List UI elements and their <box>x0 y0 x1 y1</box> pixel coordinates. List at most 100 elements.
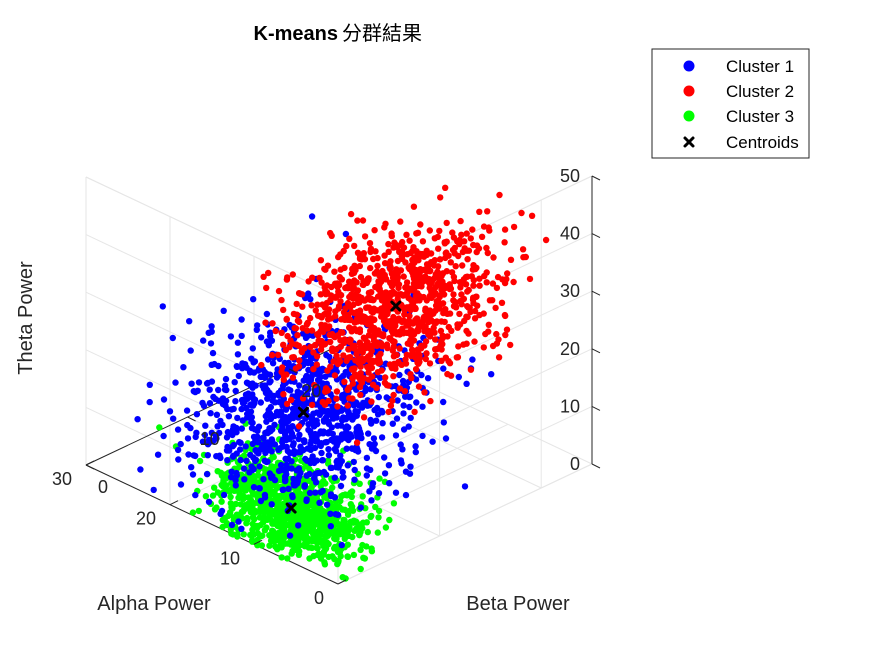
data-point <box>203 470 211 478</box>
data-point <box>439 300 447 307</box>
data-point <box>339 574 346 581</box>
data-point <box>338 457 345 465</box>
data-point <box>405 423 412 430</box>
grid-line-floor-x <box>169 384 425 506</box>
data-point <box>356 299 363 306</box>
data-point <box>327 492 335 500</box>
data-point <box>313 361 320 368</box>
data-point <box>268 448 275 455</box>
data-point <box>399 238 406 246</box>
data-point <box>303 457 311 464</box>
data-point <box>402 259 409 266</box>
data-point <box>404 289 411 296</box>
data-point <box>349 266 356 273</box>
data-point <box>336 503 343 511</box>
data-point <box>349 533 356 541</box>
data-point <box>396 345 403 352</box>
data-point <box>366 441 373 448</box>
data-point <box>370 358 377 365</box>
data-point <box>296 473 303 480</box>
data-point <box>319 487 326 495</box>
data-point <box>211 484 218 491</box>
centroid-stroke <box>297 406 309 418</box>
data-point <box>357 370 364 377</box>
data-point <box>406 312 413 320</box>
data-point <box>280 486 287 493</box>
data-point <box>334 560 341 568</box>
data-point <box>418 283 425 290</box>
data-point <box>385 408 392 416</box>
data-point <box>314 551 321 559</box>
data-point <box>414 359 421 366</box>
data-point <box>463 340 470 347</box>
data-point <box>284 447 292 455</box>
data-point <box>308 401 316 409</box>
data-point <box>407 414 414 422</box>
data-point <box>436 227 443 235</box>
data-point <box>258 334 265 341</box>
data-point <box>232 500 240 508</box>
data-point <box>343 435 350 442</box>
data-point <box>257 399 264 406</box>
data-point <box>377 291 384 299</box>
data-point <box>430 310 437 317</box>
data-point <box>260 476 267 483</box>
data-point <box>325 553 332 561</box>
data-point <box>306 525 314 532</box>
data-point <box>357 546 364 554</box>
data-point <box>503 326 511 333</box>
data-point <box>458 231 465 238</box>
data-point <box>266 410 274 417</box>
data-point <box>386 480 393 487</box>
data-point <box>240 531 247 538</box>
data-point <box>450 291 457 298</box>
data-point <box>484 249 491 257</box>
data-point <box>510 223 518 231</box>
data-point <box>507 341 514 349</box>
data-point <box>241 476 248 483</box>
x-tick-label: 0 <box>314 588 324 608</box>
data-point <box>234 414 241 422</box>
data-point <box>333 388 341 395</box>
data-point <box>311 444 319 452</box>
data-point <box>296 382 303 389</box>
data-point <box>188 380 195 387</box>
data-point <box>194 387 201 394</box>
data-point <box>493 284 501 292</box>
x-tick-mark <box>253 539 263 545</box>
data-point <box>502 331 509 339</box>
data-point <box>264 356 272 363</box>
data-point <box>305 544 312 551</box>
data-point <box>459 262 466 269</box>
data-point <box>286 415 294 422</box>
data-point <box>304 327 311 334</box>
data-point <box>343 445 350 452</box>
data-point <box>469 356 476 363</box>
data-point <box>285 386 292 393</box>
data-point <box>291 405 298 412</box>
data-point <box>354 448 362 455</box>
data-point <box>174 426 182 433</box>
data-point <box>393 415 401 422</box>
data-point <box>333 435 340 442</box>
data-point <box>447 372 455 379</box>
data-point <box>290 480 297 487</box>
data-point <box>403 329 411 336</box>
data-point <box>361 233 369 240</box>
data-point <box>208 378 216 385</box>
data-point <box>402 284 409 291</box>
data-point <box>370 445 377 452</box>
data-point <box>370 334 377 342</box>
data-point <box>329 430 336 438</box>
data-point <box>307 356 314 363</box>
z-tick-label: 10 <box>560 396 580 416</box>
data-point <box>146 381 153 388</box>
data-point <box>381 454 388 461</box>
data-point <box>375 286 382 293</box>
data-point <box>407 463 414 470</box>
legend-marker-cluster-3 <box>683 110 695 122</box>
data-point <box>272 327 279 335</box>
data-point <box>280 306 287 314</box>
data-point <box>464 273 471 280</box>
data-point <box>394 397 401 404</box>
